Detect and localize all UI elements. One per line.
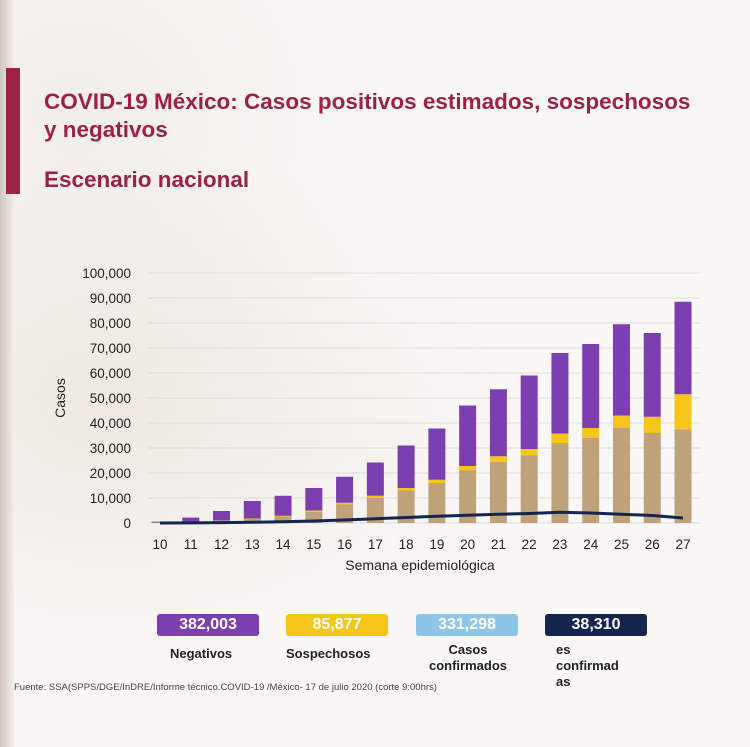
y-axis-label: Casos [52,378,68,418]
bar-negativos [305,488,323,511]
x-tick-label: 17 [368,537,383,552]
bar-casos-confirmados [551,443,569,523]
y-tick-label: 50,000 [90,391,131,406]
bar-casos-confirmados [520,455,538,523]
x-tick-label: 15 [306,537,321,552]
bar-sospechosos [366,495,384,498]
chart-subtitle: Escenario nacional [44,167,250,192]
bar-negativos [274,495,292,516]
bar-negativos [213,511,231,521]
x-tick-label: 13 [245,537,260,552]
x-tick-label: 16 [337,537,352,552]
legend-negativos-label: Negativos [170,646,233,661]
bar-sospechosos [582,428,600,438]
x-tick-label: 19 [429,537,444,552]
bar-negativos [336,476,354,503]
x-tick-label: 27 [675,537,690,552]
bar-casos-confirmados [674,429,692,523]
x-tick-label: 10 [152,537,167,552]
bar-negativos [182,517,200,522]
bar-negativos [643,333,661,417]
bar-sospechosos [520,449,538,456]
bar-sospechosos [612,415,630,428]
y-tick-label: 80,000 [90,316,131,331]
legend-negativos-value: 382,003 [179,616,237,633]
x-tick-label: 26 [645,537,660,552]
bar-casos-confirmados [274,516,292,523]
bar-casos-confirmados [305,511,323,523]
legend-confirmados-box: 331,298 [416,614,518,636]
x-tick-label: 23 [552,537,567,552]
y-tick-label: 0 [123,516,131,531]
x-tick-label: 25 [614,537,629,552]
bar-negativos [397,445,415,488]
bar-casos-confirmados [582,438,600,523]
bar-negativos [674,301,692,395]
bar-casos-confirmados [612,428,630,523]
y-tick-label: 100,000 [82,266,131,281]
bar-sospechosos [274,515,292,517]
bar-sospechosos [489,456,507,462]
legend-defunciones-value: 38,310 [571,616,621,633]
y-tick-label: 20,000 [90,466,131,481]
x-tick-label: 18 [399,537,414,552]
x-tick-label: 24 [583,537,599,552]
y-tick-label: 10,000 [90,491,131,506]
x-tick-label: 21 [491,537,506,552]
legend-defunciones-box: 38,310 [545,614,647,636]
bar-casos-confirmados [459,470,477,523]
bar-sospechosos [336,502,354,505]
bar-sospechosos [428,479,446,483]
y-tick-label: 30,000 [90,441,131,456]
legend-sospechosos-box: 85,877 [286,614,388,636]
bar-negativos [582,344,600,428]
x-tick-label: 20 [460,537,475,552]
bar-negativos [551,353,569,434]
bar-sospechosos [459,466,477,471]
source-note: Fuente: SSA(SPPS/DGE/InDRE/Informe técni… [14,682,437,693]
legend-negativos-box: 382,003 [157,614,259,636]
x-axis-label: Semana epidemiológica [345,557,495,573]
legend-confirmados-value: 331,298 [438,616,496,633]
bar-negativos [243,501,261,519]
bar-negativos [612,324,630,416]
bar-casos-confirmados [397,490,415,523]
bar-negativos [489,389,507,457]
bar-negativos [459,405,477,466]
x-tick-label: 12 [214,537,229,552]
bar-sospechosos [643,416,661,433]
bar-negativos [366,462,384,496]
x-tick-label: 22 [522,537,537,552]
legend-defunciones-label: es confirmad as [556,642,619,689]
y-tick-label: 90,000 [90,291,131,306]
y-tick-label: 60,000 [90,366,131,381]
bar-sospechosos [243,518,261,519]
bar-negativos [520,375,538,449]
bar-sospechosos [674,394,692,430]
legend-confirmados-label: Casos confirmados [428,642,507,673]
legend-sospechosos-label: Sospechosos [286,646,371,661]
x-tick-label: 14 [276,537,292,552]
chart-title: COVID-19 México: Casos positivos estimad… [44,89,691,142]
stacked-bar-chart: 0 10,000 20,000 30,000 40,000 50,000 60,000 70,… [52,266,700,573]
defunciones-line [159,510,684,525]
bar-sospechosos [305,510,323,512]
y-tick-label: 40,000 [90,416,131,431]
y-tick-label: 70,000 [90,341,131,356]
x-tick-label: 11 [184,537,198,552]
bar-casos-confirmados [366,498,384,523]
bar-negativos [428,428,446,480]
bar-casos-confirmados [489,461,507,523]
bar-casos-confirmados [643,433,661,523]
legend-sospechosos-value: 85,877 [312,616,362,633]
bar-sospechosos [551,433,569,443]
title-accent-bar [6,68,20,194]
bar-casos-confirmados [428,483,446,523]
bar-sospechosos [397,488,415,491]
